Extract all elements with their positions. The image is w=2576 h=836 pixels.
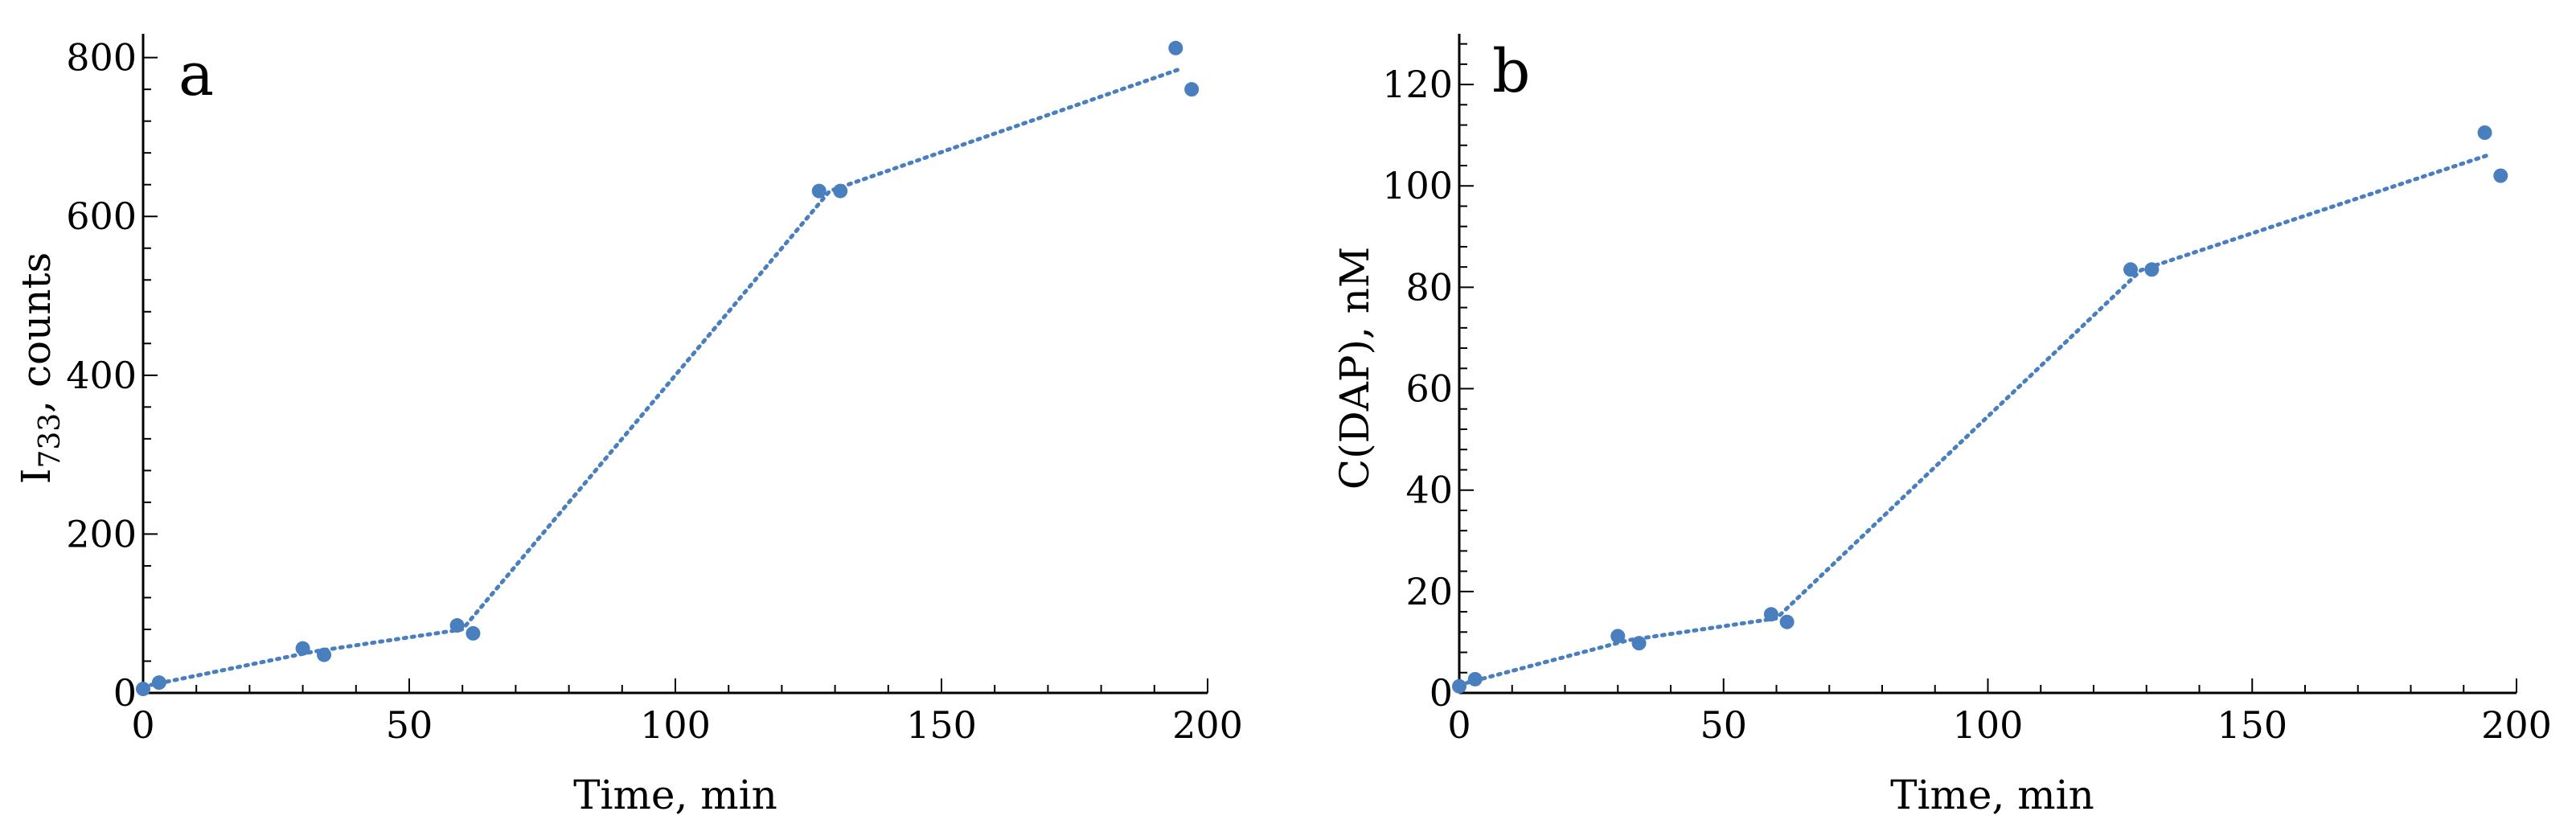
panel-a-data-point xyxy=(833,183,848,199)
panel-a-x-tick-label: 100 xyxy=(640,703,711,747)
panel-a-x-tick-label: 50 xyxy=(386,703,433,747)
panel-a-x-tick-label: 150 xyxy=(906,703,977,747)
panel-b-y-tick-label: 120 xyxy=(1382,63,1453,106)
panel-b-y-tick-label: 0 xyxy=(1430,671,1453,715)
panel-a-y-tick-label: 200 xyxy=(66,512,137,555)
panel-a-x-tick-label: 200 xyxy=(1172,703,1243,747)
panel-b-x-tick-label: 0 xyxy=(1447,703,1471,747)
panel-b-x-tick-label: 100 xyxy=(1953,703,2024,747)
panel-b-data-point xyxy=(2477,125,2492,140)
panel-a-data-point xyxy=(811,183,827,199)
panel-a: 0 50 100 150 200 0 200 400 600 800 a Time, min I7… xyxy=(13,34,1243,818)
panel-a-y-tick-label: 800 xyxy=(66,36,137,80)
panel-a-plot-area: 0 50 100 150 200 0 200 400 600 800 xyxy=(66,34,1243,747)
panel-b-x-axis-label: Time, min xyxy=(1890,772,2094,818)
panel-b-y-tick-label: 20 xyxy=(1405,570,1453,613)
panel-a-y-tick-label: 400 xyxy=(66,354,137,397)
panel-b-data-point xyxy=(2493,168,2508,183)
panel-a-x-tick-label: 0 xyxy=(131,703,154,747)
panel-b-x-tick-label: 150 xyxy=(2217,703,2287,747)
panel-b-data-point xyxy=(1763,607,1778,622)
panel-b-data-point xyxy=(2123,262,2139,277)
panel-b-x-tick-label: 200 xyxy=(2481,703,2552,747)
panel-b-letter: b xyxy=(1492,37,1530,106)
panel-b-y-tick-label: 80 xyxy=(1405,265,1453,309)
panel-a-y-tick-label: 600 xyxy=(66,195,137,238)
panel-b-x-tick-label: 50 xyxy=(1700,703,1747,747)
panel-a-data-point xyxy=(1184,82,1200,97)
panel-b-data-point xyxy=(1467,671,1483,686)
panel-a-x-axis-label: Time, min xyxy=(573,772,777,818)
panel-b-data-point xyxy=(1452,678,1466,694)
panel-b-data-point xyxy=(2144,262,2160,277)
panel-b-data-point xyxy=(1631,636,1647,651)
panel-a-letter: a xyxy=(178,40,214,109)
panel-b-plot-area: 0 50 100 150 200 0 20 40 60 80 100 120 xyxy=(1382,34,2552,747)
panel-a-y-tick-label: 0 xyxy=(113,671,137,715)
panel-a-data-point xyxy=(1168,40,1183,55)
panel-b-y-tick-label: 60 xyxy=(1405,367,1453,411)
panel-a-y-label-main: I xyxy=(13,469,59,485)
panel-a-data-point xyxy=(466,625,481,641)
panel-a-data-point xyxy=(295,641,310,656)
panel-b-fit-line xyxy=(1457,152,2492,687)
panel-b-y-tick-label: 40 xyxy=(1405,469,1453,512)
panel-b-data-point xyxy=(1779,614,1795,629)
panel-b-data-point xyxy=(1610,629,1626,644)
panel-b-y-tick-label: 100 xyxy=(1382,164,1453,207)
panel-a-data-point xyxy=(449,618,465,633)
panel-a-data-point xyxy=(136,682,150,697)
panel-a-data-point xyxy=(151,675,166,691)
panel-b-y-axis-label: C(DAP), nM xyxy=(1331,247,1378,490)
panel-a-y-label-rest: , counts xyxy=(13,252,59,413)
panel-a-data-point xyxy=(317,647,332,662)
panel-a-y-label-subscript: 733 xyxy=(34,413,67,469)
panel-a-y-axis-label: I733, counts xyxy=(13,252,67,485)
panel-a-fit-line xyxy=(141,66,1183,689)
